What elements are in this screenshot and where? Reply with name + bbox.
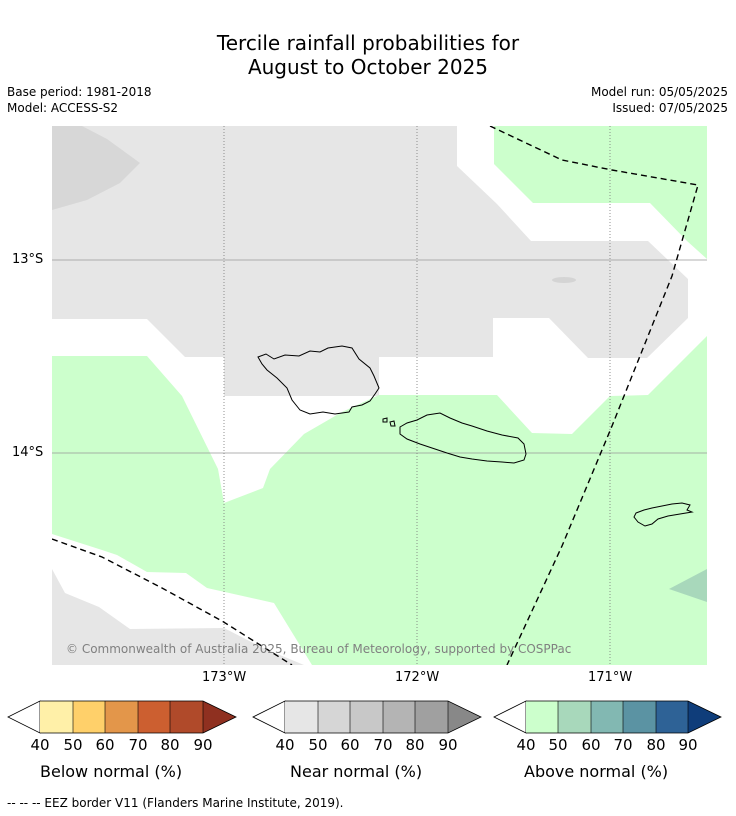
island-tutuila bbox=[633, 502, 694, 527]
near-normal-under-arrow bbox=[252, 700, 286, 734]
island-apolima bbox=[382, 417, 388, 423]
below-normal-swatch-50 bbox=[73, 701, 105, 733]
above-normal-swatch-70 bbox=[623, 701, 656, 733]
near-tick-60: 60 bbox=[340, 736, 360, 754]
near-tick-90: 90 bbox=[438, 736, 458, 754]
above-tick-50: 50 bbox=[548, 736, 568, 754]
above-normal-swatch-40 bbox=[526, 701, 558, 733]
eez-border-southwest bbox=[52, 538, 293, 665]
above-normal-swatch-60 bbox=[591, 701, 623, 733]
below-tick-40: 40 bbox=[30, 736, 50, 754]
island-upolu bbox=[399, 412, 527, 464]
near-normal-swatch-50 bbox=[318, 701, 350, 733]
near-normal-swatch-60 bbox=[350, 701, 383, 733]
below-normal-outline bbox=[40, 700, 237, 734]
title-line-1: Tercile rainfall probabilities for bbox=[216, 31, 520, 55]
near-normal-patch bbox=[552, 277, 576, 283]
above-tick-60: 60 bbox=[581, 736, 601, 754]
below-tick-50: 50 bbox=[63, 736, 83, 754]
lon-label-172w: 172°W bbox=[395, 670, 440, 685]
above-normal-label: Above normal (%) bbox=[524, 762, 669, 781]
below-normal-swatch-60 bbox=[105, 701, 138, 733]
rainfall-map: © Commonwealth of Australia 2025, Bureau… bbox=[52, 126, 707, 665]
above-tick-40: 40 bbox=[516, 736, 536, 754]
near-normal-swatch-70 bbox=[383, 701, 415, 733]
below-normal-label: Below normal (%) bbox=[40, 762, 183, 781]
below-tick-80: 80 bbox=[160, 736, 180, 754]
near-normal-swatch-40 bbox=[285, 701, 318, 733]
below-normal-over-arrow bbox=[203, 701, 236, 733]
above-normal-outline bbox=[526, 700, 722, 734]
lon-label-171w: 171°W bbox=[588, 670, 633, 685]
issued-date: Issued: 07/05/2025 bbox=[612, 101, 728, 115]
below-tick-90: 90 bbox=[193, 736, 213, 754]
lat-label-13s: 13°S bbox=[12, 252, 44, 267]
near-tick-70: 70 bbox=[373, 736, 393, 754]
island-savaii bbox=[257, 345, 380, 415]
above-normal-region-south bbox=[52, 336, 707, 665]
above-tick-90: 90 bbox=[678, 736, 698, 754]
above-normal-swatch-80 bbox=[656, 701, 688, 733]
near-normal-region-north bbox=[52, 126, 688, 396]
above-normal-over-arrow bbox=[688, 701, 721, 733]
above-normal-swatch-50 bbox=[558, 701, 591, 733]
near-normal-over-arrow bbox=[448, 701, 481, 733]
base-period: Base period: 1981-2018 bbox=[7, 85, 152, 99]
above-tick-70: 70 bbox=[613, 736, 633, 754]
below-normal-swatch-70 bbox=[138, 701, 170, 733]
near-tick-80: 80 bbox=[405, 736, 425, 754]
colorbar-below-normal bbox=[7, 700, 722, 734]
copyright-notice: © Commonwealth of Australia 2025, Bureau… bbox=[66, 642, 571, 656]
near-normal-swatch-80 bbox=[415, 701, 448, 733]
lon-label-173w: 173°W bbox=[202, 670, 247, 685]
near-tick-40: 40 bbox=[275, 736, 295, 754]
above-normal-patch-east bbox=[669, 569, 707, 602]
near-normal-outline bbox=[285, 700, 482, 734]
island-manono bbox=[389, 420, 396, 427]
near-normal-region-northwest-darker bbox=[52, 126, 140, 210]
below-normal-swatch-80 bbox=[170, 701, 203, 733]
below-normal-under-arrow bbox=[7, 700, 41, 734]
near-tick-50: 50 bbox=[308, 736, 328, 754]
model-name: Model: ACCESS-S2 bbox=[7, 101, 119, 115]
eez-footnote: -- -- -- EEZ border V11 (Flanders Marine… bbox=[7, 796, 344, 810]
above-tick-80: 80 bbox=[646, 736, 666, 754]
lat-label-14s: 14°S bbox=[12, 445, 44, 460]
near-normal-label: Near normal (%) bbox=[290, 762, 423, 781]
below-normal-swatch-40 bbox=[40, 701, 73, 733]
near-normal-region-southwest bbox=[52, 569, 304, 665]
above-normal-under-arrow bbox=[493, 700, 527, 734]
title-line-2: August to October 2025 bbox=[247, 55, 489, 79]
model-run: Model run: 05/05/2025 bbox=[590, 85, 728, 99]
below-tick-60: 60 bbox=[95, 736, 115, 754]
above-normal-region-northeast bbox=[494, 126, 707, 259]
eez-border-east bbox=[489, 126, 699, 665]
below-tick-70: 70 bbox=[128, 736, 148, 754]
